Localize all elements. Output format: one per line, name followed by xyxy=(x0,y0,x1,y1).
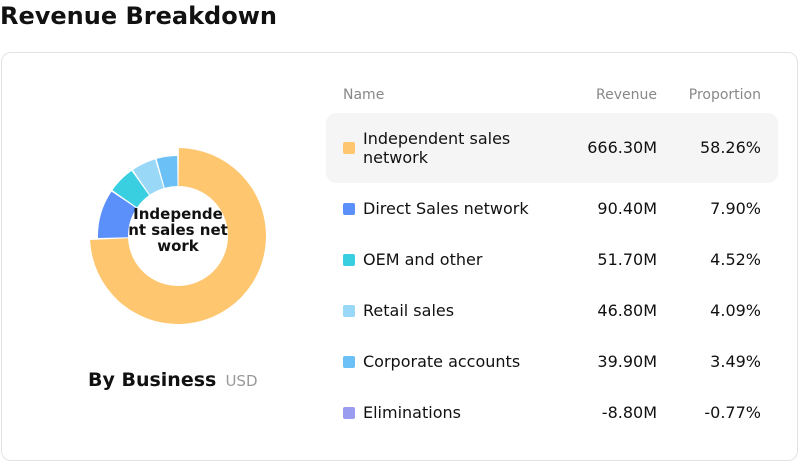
donut-slice[interactable] xyxy=(90,148,266,324)
row-name: Corporate accounts xyxy=(363,351,521,371)
header-name: Name xyxy=(343,87,385,103)
breakdown-table: Name Revenue Proportion Independent sale… xyxy=(326,83,778,438)
row-proportion: 58.26% xyxy=(699,138,761,157)
table-row[interactable]: Direct Sales network 90.40M 7.90% xyxy=(326,183,778,234)
legend-swatch xyxy=(343,253,355,266)
row-proportion: -0.77% xyxy=(704,402,761,422)
legend-swatch xyxy=(343,202,355,215)
chart-title: By Business xyxy=(88,369,217,391)
table-header: Name Revenue Proportion xyxy=(326,83,778,113)
chart-caption: By Business USD xyxy=(88,369,258,391)
page-title: Revenue Breakdown xyxy=(0,2,277,30)
table-body: Independent sales network 666.30M 58.26% Di… xyxy=(326,113,778,438)
donut-slice[interactable] xyxy=(156,156,178,188)
row-revenue: 39.90M xyxy=(597,351,657,371)
header-revenue: Revenue xyxy=(596,87,657,103)
legend-swatch xyxy=(343,406,355,419)
row-proportion: 7.90% xyxy=(710,198,761,218)
legend-swatch xyxy=(343,304,355,317)
legend-swatch xyxy=(343,142,355,154)
row-name: Retail sales xyxy=(363,300,455,320)
table-row[interactable]: Retail sales 46.80M 4.09% xyxy=(326,285,778,336)
row-revenue: 90.40M xyxy=(597,198,657,218)
legend-swatch xyxy=(343,355,355,368)
revenue-card: Independent sales network By Business US… xyxy=(1,52,798,461)
row-proportion: 4.09% xyxy=(710,300,761,320)
table-row[interactable]: Independent sales network 666.30M 58.26% xyxy=(326,113,778,183)
donut-slice[interactable] xyxy=(98,191,137,238)
chart-unit: USD xyxy=(225,372,258,390)
row-name: Independent sales network xyxy=(363,129,511,167)
table-row[interactable]: OEM and other 51.70M 4.52% xyxy=(326,234,778,285)
row-name: Eliminations xyxy=(363,402,461,422)
table-row[interactable]: Eliminations -8.80M -0.77% xyxy=(326,387,778,438)
row-revenue: 51.70M xyxy=(597,249,657,269)
row-name: Direct Sales network xyxy=(363,198,529,218)
donut-chart: Independent sales network xyxy=(88,146,268,326)
donut-svg xyxy=(90,148,266,324)
row-revenue: 666.30M xyxy=(587,138,657,157)
header-proportion: Proportion xyxy=(688,87,761,103)
row-revenue: 46.80M xyxy=(597,300,657,320)
row-name: OEM and other xyxy=(363,249,483,269)
row-proportion: 3.49% xyxy=(710,351,761,371)
table-row[interactable]: Corporate accounts 39.90M 3.49% xyxy=(326,336,778,387)
donut-slice[interactable] xyxy=(132,159,164,195)
donut-slice[interactable] xyxy=(112,170,149,208)
row-revenue: -8.80M xyxy=(601,402,657,422)
donut-center-label: Independent sales network xyxy=(128,205,228,255)
row-proportion: 4.52% xyxy=(710,249,761,269)
